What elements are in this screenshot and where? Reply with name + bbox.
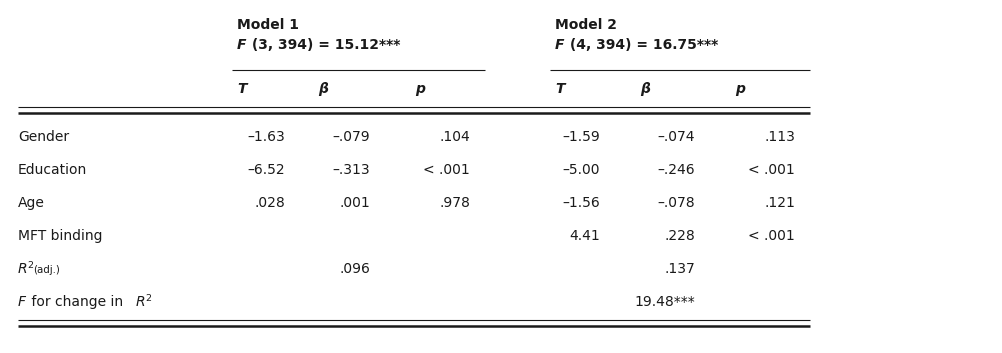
Text: (4, 394) = 16.75***: (4, 394) = 16.75*** xyxy=(564,38,717,52)
Text: –.079: –.079 xyxy=(332,130,370,144)
Text: –6.52: –6.52 xyxy=(247,163,285,177)
Text: Education: Education xyxy=(18,163,87,177)
Text: for change in: for change in xyxy=(27,295,127,309)
Text: 2: 2 xyxy=(27,261,33,270)
Text: –.074: –.074 xyxy=(657,130,694,144)
Text: p: p xyxy=(734,82,744,96)
Text: β: β xyxy=(318,82,328,96)
Text: –.078: –.078 xyxy=(656,196,694,210)
Text: Gender: Gender xyxy=(18,130,69,144)
Text: T: T xyxy=(236,82,246,96)
Text: MFT binding: MFT binding xyxy=(18,229,102,243)
Text: –1.59: –1.59 xyxy=(562,130,599,144)
Text: .121: .121 xyxy=(764,196,795,210)
Text: p: p xyxy=(415,82,425,96)
Text: .137: .137 xyxy=(663,262,694,276)
Text: < .001: < .001 xyxy=(747,229,795,243)
Text: –1.63: –1.63 xyxy=(247,130,285,144)
Text: F: F xyxy=(236,38,246,52)
Text: .001: .001 xyxy=(339,196,370,210)
Text: (adj.): (adj.) xyxy=(33,265,60,275)
Text: –1.56: –1.56 xyxy=(562,196,599,210)
Text: Model 1: Model 1 xyxy=(236,18,299,32)
Text: < .001: < .001 xyxy=(423,163,470,177)
Text: .104: .104 xyxy=(439,130,470,144)
Text: –.313: –.313 xyxy=(332,163,370,177)
Text: –5.00: –5.00 xyxy=(562,163,599,177)
Text: < .001: < .001 xyxy=(747,163,795,177)
Text: R: R xyxy=(136,295,145,309)
Text: F: F xyxy=(554,38,564,52)
Text: T: T xyxy=(554,82,564,96)
Text: β: β xyxy=(639,82,649,96)
Text: –.246: –.246 xyxy=(656,163,694,177)
Text: F: F xyxy=(18,295,26,309)
Text: R: R xyxy=(18,262,28,276)
Text: 2: 2 xyxy=(145,294,151,303)
Text: .113: .113 xyxy=(764,130,795,144)
Text: 4.41: 4.41 xyxy=(569,229,599,243)
Text: .028: .028 xyxy=(254,196,285,210)
Text: .096: .096 xyxy=(339,262,370,276)
Text: 19.48***: 19.48*** xyxy=(633,295,694,309)
Text: Model 2: Model 2 xyxy=(554,18,616,32)
Text: (3, 394) = 15.12***: (3, 394) = 15.12*** xyxy=(246,38,400,52)
Text: Age: Age xyxy=(18,196,45,210)
Text: .978: .978 xyxy=(439,196,470,210)
Text: .228: .228 xyxy=(663,229,694,243)
